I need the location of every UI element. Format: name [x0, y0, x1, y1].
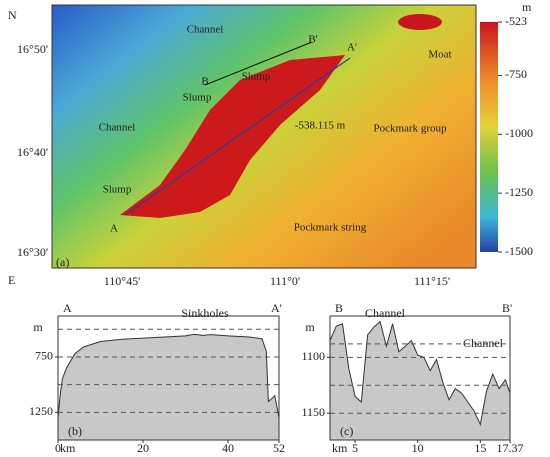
map-label: Channel [99, 122, 136, 134]
y-tick-label: 1250 [29, 404, 53, 418]
profile-start: B [335, 301, 343, 315]
east-label: E [8, 273, 15, 287]
map-label: Moat [428, 49, 451, 61]
plot-frame [329, 315, 511, 441]
map-label: A' [347, 42, 357, 54]
colorbar-tick-label: -1250 [505, 185, 533, 199]
lon-label: 111°0' [270, 274, 300, 288]
lon-label: 110°45' [104, 274, 141, 288]
x-tick-label: 5 [352, 441, 358, 455]
colorbar-unit: m [522, 0, 532, 14]
colorbar-tick-label: -1000 [505, 126, 533, 140]
y-tick-label: 750 [35, 349, 53, 363]
y-tick-label: 1150 [301, 405, 325, 419]
panel-label: (b) [68, 424, 82, 438]
map-label: A [110, 223, 118, 235]
mound [398, 14, 442, 30]
y-tick-label: 1100 [301, 349, 325, 363]
y-unit: m [33, 320, 43, 334]
profile-line [204, 41, 313, 86]
map-label: Slump [103, 184, 132, 196]
lat-label: 16°30' [17, 245, 48, 259]
plot-frame [57, 315, 280, 441]
x-tick-label: 17.37 [497, 441, 524, 455]
annotation: Channel [365, 306, 406, 320]
lat-label: 16°40' [17, 145, 48, 159]
x-tick-label: 20 [137, 441, 149, 455]
colorbar-tick-label: -750 [505, 67, 527, 81]
map-label: Pockmark group [373, 123, 447, 135]
map-label: Slump [183, 92, 212, 104]
map-label: Pockmark string [294, 222, 367, 234]
y-unit: m [305, 320, 315, 334]
x-unit: km [60, 441, 76, 455]
lon-label: 111°15' [414, 274, 450, 288]
x-tick-label: 0 [55, 441, 61, 455]
profile-area [57, 333, 280, 441]
x-tick-label: 40 [222, 441, 234, 455]
map-label: Slump [242, 71, 271, 83]
profile-end: B' [502, 301, 512, 315]
lat-label: 16°50' [17, 42, 48, 56]
profile-line [124, 57, 351, 216]
mound [120, 55, 345, 218]
colorbar: m [480, 0, 532, 252]
x-unit: km [332, 441, 348, 455]
annotation: Sinkholes [181, 306, 229, 320]
map-label: B [201, 76, 208, 88]
panel-label: (a) [56, 255, 69, 269]
colorbar-tick-label: -523 [505, 14, 527, 28]
panel-label: (c) [340, 424, 353, 438]
north-label: N [8, 8, 17, 22]
x-tick-label: 10 [412, 441, 424, 455]
profile-end: A' [271, 301, 282, 315]
annotation: Channel [463, 336, 504, 350]
profile-start: A [63, 301, 72, 315]
x-tick-label: 52 [273, 441, 285, 455]
x-tick-label: 15 [474, 441, 486, 455]
colorbar-tick-label: -1500 [505, 244, 533, 258]
colorbar-ramp [480, 22, 498, 252]
map-label: -538.115 m [295, 120, 346, 132]
map: N E (a) [8, 4, 477, 287]
map-label: B' [308, 34, 317, 46]
map-label: Channel [187, 24, 224, 36]
